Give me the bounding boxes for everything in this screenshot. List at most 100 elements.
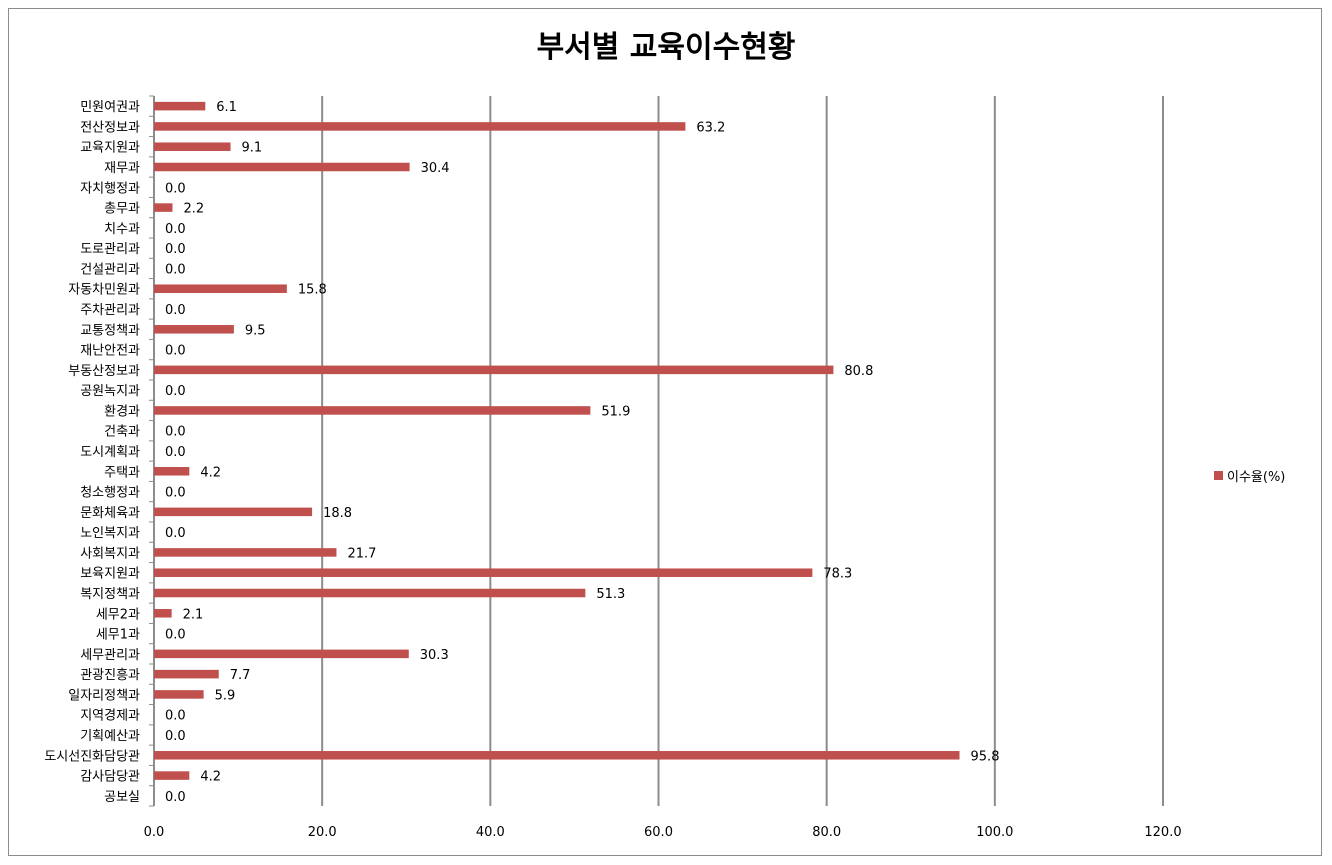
data-label: 0.0: [165, 384, 186, 399]
bar: [154, 507, 313, 517]
category-label: 재난안전과: [80, 344, 140, 359]
category-label: 자동차민원과: [68, 283, 140, 298]
bar: [154, 548, 337, 557]
legend-label: 이수율(%): [1227, 470, 1286, 485]
data-label: 18.8: [323, 506, 352, 521]
bar: [154, 101, 206, 111]
category-label: 주택과: [104, 465, 140, 480]
category-label: 재무과: [104, 161, 140, 176]
legend: 이수율(%): [1214, 466, 1285, 485]
data-label: 80.8: [844, 364, 873, 379]
bar: [154, 669, 219, 679]
data-label: 0.0: [165, 445, 186, 460]
category-label: 공보실: [104, 790, 140, 805]
category-label: 민원여권과: [80, 100, 140, 115]
bar: [154, 771, 190, 780]
data-label: 0.0: [165, 181, 186, 196]
category-label: 보육지원과: [80, 567, 140, 582]
data-label: 0.0: [165, 628, 186, 643]
chart-title: 부서별 교육이수현황: [536, 30, 796, 65]
data-label: 7.7: [230, 668, 251, 683]
data-label: 4.2: [200, 465, 221, 480]
data-label: 63.2: [696, 120, 725, 135]
bar: [154, 284, 287, 293]
category-label: 세무2과: [96, 607, 140, 622]
data-label: 9.1: [242, 141, 263, 156]
data-label: 78.3: [823, 567, 852, 582]
data-label: 0.0: [165, 486, 186, 501]
data-label: 0.0: [165, 425, 186, 440]
category-label: 자치행정과: [80, 180, 140, 196]
data-label: 30.4: [421, 161, 450, 176]
bar: [154, 325, 234, 334]
x-tick-label: 80.0: [812, 825, 841, 840]
data-label: 30.3: [420, 648, 449, 663]
bar: [154, 203, 173, 212]
legend-swatch: [1214, 471, 1223, 480]
category-label: 감사담당관: [80, 770, 140, 785]
bar: [154, 609, 172, 618]
x-tick-label: 40.0: [476, 825, 505, 840]
category-label: 세무1과: [96, 628, 140, 643]
category-label: 전산정보과: [80, 120, 140, 135]
x-tick-label: 20.0: [308, 825, 337, 840]
data-label: 0.0: [165, 262, 186, 277]
category-label: 도로관리과: [80, 242, 140, 257]
data-label: 0.0: [165, 303, 186, 318]
data-label: 0.0: [165, 344, 186, 359]
data-label: 2.1: [183, 607, 204, 622]
category-label: 일자리정책과: [68, 688, 140, 703]
category-label: 건설관리과: [80, 262, 140, 277]
bar: [154, 467, 190, 476]
data-label: 51.3: [596, 587, 625, 602]
category-label: 세무관리과: [80, 648, 140, 663]
category-label: 환경과: [104, 404, 140, 419]
bar: [154, 751, 960, 760]
category-label: 문화체육과: [80, 506, 140, 521]
category-label: 지역경제과: [80, 709, 140, 724]
data-label: 9.5: [245, 323, 266, 338]
category-label: 주차관리과: [80, 303, 140, 318]
data-label: 4.2: [200, 770, 221, 785]
category-label: 건축과: [104, 425, 140, 440]
category-label: 도시선진화담당관: [44, 749, 140, 764]
data-label: 15.8: [298, 283, 327, 298]
bar: [154, 406, 591, 415]
category-label: 도시계획과: [80, 445, 140, 460]
category-label: 기획예산과: [80, 729, 140, 744]
category-label: 사회복지과: [80, 546, 140, 561]
data-label: 0.0: [165, 709, 186, 724]
data-label: 95.8: [971, 749, 1000, 764]
data-label: 0.0: [165, 526, 186, 541]
data-label: 6.1: [216, 100, 237, 115]
data-label: 0.0: [165, 242, 186, 257]
x-tick-label: 60.0: [644, 825, 673, 840]
category-label: 부동산정보과: [68, 364, 140, 379]
category-label: 관광진흥과: [80, 668, 140, 683]
category-label: 청소행정과: [80, 485, 140, 501]
bar: [154, 142, 231, 151]
data-label: 0.0: [165, 790, 186, 805]
category-label: 공원녹지과: [80, 384, 140, 399]
data-label: 21.7: [347, 546, 376, 561]
category-label: 교통정책과: [80, 323, 140, 338]
bar: [154, 162, 410, 172]
data-label: 0.0: [165, 729, 186, 744]
x-tick-label: 120.0: [1144, 825, 1181, 840]
bar: [154, 568, 813, 577]
bar: [154, 122, 686, 131]
bar: [154, 588, 586, 598]
category-label: 치수과: [104, 222, 140, 237]
data-label: 51.9: [601, 404, 630, 419]
category-label: 교육지원과: [80, 141, 140, 156]
data-label: 5.9: [215, 688, 236, 703]
category-label: 총무과: [104, 202, 140, 217]
data-label: 0.0: [165, 222, 186, 237]
x-tick-label: 0.0: [144, 825, 165, 840]
data-label: 2.2: [183, 202, 204, 217]
category-label: 노인복지과: [80, 526, 140, 541]
category-label: 복지정책과: [80, 587, 140, 602]
x-tick-label: 100.0: [976, 825, 1013, 840]
bar: [154, 690, 204, 699]
